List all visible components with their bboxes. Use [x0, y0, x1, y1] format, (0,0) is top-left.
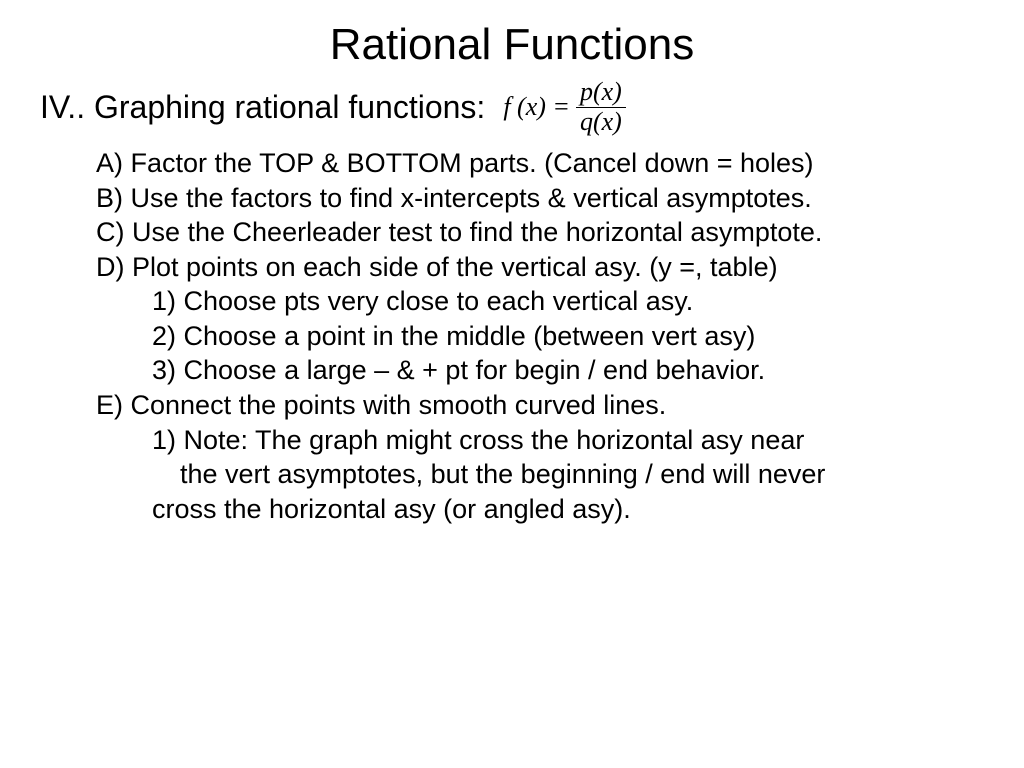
list-item: C) Use the Cheerleader test to find the …: [96, 215, 984, 250]
formula: f (x) = p(x) q(x): [503, 78, 625, 136]
section-label: IV.. Graphing rational functions:: [40, 89, 485, 126]
list-subitem: 2) Choose a point in the middle (between…: [152, 319, 984, 354]
list-item: A) Factor the TOP & BOTTOM parts. (Cance…: [96, 146, 984, 181]
section-header: IV.. Graphing rational functions: f (x) …: [40, 78, 984, 136]
list-item: E) Connect the points with smooth curved…: [96, 388, 984, 423]
list-subitem-continuation: the vert asymptotes, but the beginning /…: [180, 457, 984, 492]
formula-fraction: p(x) q(x): [576, 78, 626, 136]
list-item: D) Plot points on each side of the verti…: [96, 250, 984, 285]
formula-lhs: f (x) =: [503, 92, 570, 122]
page-title: Rational Functions: [40, 20, 984, 70]
list-subitem-continuation: cross the horizontal asy (or angled asy)…: [152, 492, 984, 527]
list-subitem: 3) Choose a large – & + pt for begin / e…: [152, 353, 984, 388]
formula-denominator: q(x): [576, 108, 626, 137]
list-subitem: 1) Choose pts very close to each vertica…: [152, 284, 984, 319]
list-subitem: 1) Note: The graph might cross the horiz…: [152, 423, 984, 458]
formula-numerator: p(x): [576, 78, 626, 108]
list-item: B) Use the factors to find x-intercepts …: [96, 181, 984, 216]
